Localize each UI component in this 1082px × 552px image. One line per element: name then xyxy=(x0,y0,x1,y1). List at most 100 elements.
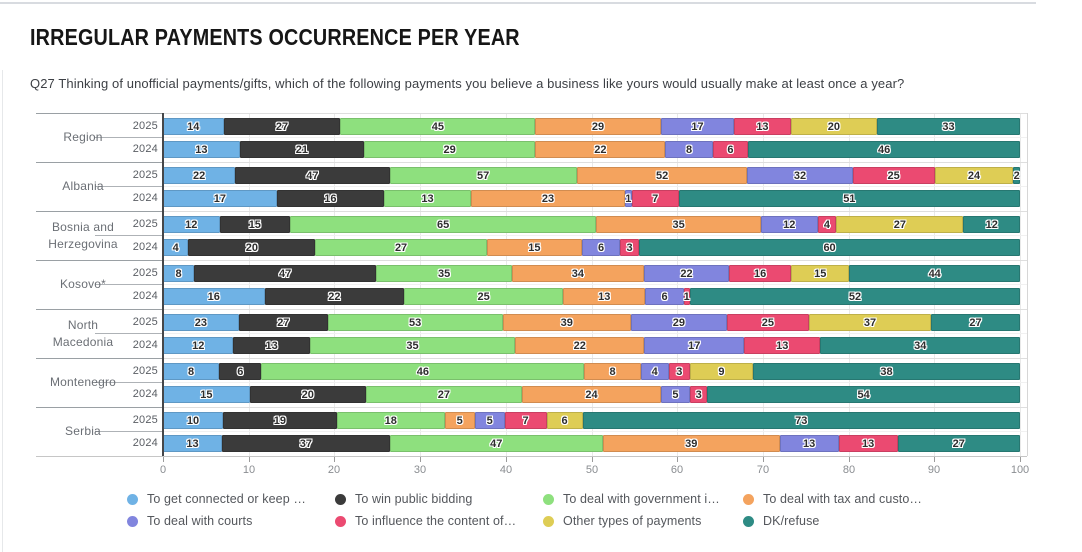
bar-segment[interactable]: 15 xyxy=(791,265,850,282)
bar-segment[interactable]: 54 xyxy=(707,386,1020,403)
bar-segment[interactable]: 22 xyxy=(535,141,666,158)
bar-segment[interactable]: 22 xyxy=(643,265,730,282)
bar-segment[interactable]: 44 xyxy=(849,265,1020,282)
bar-segment[interactable]: 18 xyxy=(336,412,445,429)
bar-segment[interactable]: 27 xyxy=(836,216,964,233)
bar-segment[interactable]: 21 xyxy=(239,141,364,158)
bar-segment[interactable]: 17 xyxy=(660,118,735,135)
bar-segment[interactable]: 27 xyxy=(897,435,1020,452)
bar-segment[interactable]: 35 xyxy=(309,337,516,354)
bar-segment[interactable]: 52 xyxy=(689,288,1021,305)
legend-item[interactable]: To influence the content of… xyxy=(335,513,516,529)
bar-segment[interactable]: 8 xyxy=(163,265,195,282)
bar-segment[interactable]: 24 xyxy=(934,167,1014,184)
bar-segment[interactable]: 46 xyxy=(261,363,585,380)
bar-segment[interactable]: 13 xyxy=(562,288,646,305)
bar-segment[interactable]: 4 xyxy=(163,239,189,256)
bar-segment[interactable]: 8 xyxy=(665,141,713,158)
bar-segment[interactable]: 53 xyxy=(327,314,503,331)
bar-segment[interactable]: 4 xyxy=(817,216,837,233)
bar-segment[interactable]: 15 xyxy=(163,386,250,403)
bar-segment[interactable]: 47 xyxy=(235,167,390,184)
bar-segment[interactable]: 12 xyxy=(163,337,234,354)
bar-segment[interactable]: 20 xyxy=(249,386,366,403)
legend-item[interactable]: To win public bidding xyxy=(335,491,472,507)
bar-segment[interactable]: 29 xyxy=(631,314,727,331)
bar-segment[interactable]: 23 xyxy=(471,190,625,207)
legend-item[interactable]: Other types of payments xyxy=(543,513,701,529)
legend-item[interactable]: To deal with government i… xyxy=(543,491,720,507)
bar-segment[interactable]: 25 xyxy=(852,167,935,184)
legend-item[interactable]: To get connected or keep … xyxy=(127,491,306,507)
bar-segment[interactable]: 39 xyxy=(602,435,780,452)
bar-segment[interactable]: 37 xyxy=(221,435,390,452)
bar-segment[interactable]: 14 xyxy=(163,118,224,135)
bar-segment[interactable]: 6 xyxy=(645,288,684,305)
bar-segment[interactable]: 5 xyxy=(444,412,475,429)
bar-segment[interactable]: 2 xyxy=(1013,167,1020,184)
bar-segment[interactable]: 7 xyxy=(631,190,679,207)
bar-segment[interactable]: 10 xyxy=(163,412,223,429)
bar-segment[interactable]: 16 xyxy=(729,265,792,282)
bar-segment[interactable]: 13 xyxy=(163,435,222,452)
bar-segment[interactable]: 27 xyxy=(365,386,523,403)
bar-segment[interactable]: 27 xyxy=(223,118,341,135)
bar-segment[interactable]: 9 xyxy=(689,363,754,380)
bar-segment[interactable]: 20 xyxy=(188,239,316,256)
bar-segment[interactable]: 34 xyxy=(820,337,1020,354)
bar-segment[interactable]: 20 xyxy=(790,118,878,135)
bar-segment[interactable]: 12 xyxy=(163,216,220,233)
bar-segment[interactable]: 1 xyxy=(625,190,632,207)
bar-segment[interactable]: 3 xyxy=(620,239,640,256)
bar-segment[interactable]: 22 xyxy=(163,167,236,184)
bar-segment[interactable]: 52 xyxy=(576,167,748,184)
bar-segment[interactable]: 16 xyxy=(163,288,265,305)
bar-segment[interactable]: 8 xyxy=(163,363,220,380)
bar-segment[interactable]: 39 xyxy=(502,314,632,331)
bar-segment[interactable]: 47 xyxy=(389,435,603,452)
bar-segment[interactable]: 34 xyxy=(512,265,644,282)
bar-segment[interactable]: 13 xyxy=(779,435,839,452)
bar-segment[interactable]: 29 xyxy=(363,141,536,158)
bar-segment[interactable]: 65 xyxy=(290,216,597,233)
bar-segment[interactable]: 46 xyxy=(748,141,1021,158)
bar-segment[interactable]: 22 xyxy=(264,288,405,305)
bar-segment[interactable]: 29 xyxy=(535,118,661,135)
bar-segment[interactable]: 47 xyxy=(194,265,377,282)
bar-segment[interactable]: 13 xyxy=(163,141,240,158)
bar-segment[interactable]: 3 xyxy=(668,363,690,380)
bar-segment[interactable]: 13 xyxy=(383,190,471,207)
bar-segment[interactable]: 25 xyxy=(404,288,563,305)
bar-segment[interactable]: 38 xyxy=(753,363,1020,380)
bar-segment[interactable]: 37 xyxy=(809,314,932,331)
bar-segment[interactable]: 25 xyxy=(726,314,810,331)
bar-segment[interactable]: 6 xyxy=(546,412,583,429)
bar-segment[interactable]: 8 xyxy=(584,363,641,380)
legend-item[interactable]: To deal with tax and custo… xyxy=(743,491,922,507)
bar-segment[interactable]: 45 xyxy=(340,118,536,135)
bar-segment[interactable]: 6 xyxy=(581,239,621,256)
bar-segment[interactable]: 6 xyxy=(712,141,749,158)
bar-segment[interactable]: 12 xyxy=(761,216,818,233)
bar-segment[interactable]: 13 xyxy=(744,337,821,354)
bar-segment[interactable]: 4 xyxy=(640,363,669,380)
bar-segment[interactable]: 7 xyxy=(504,412,547,429)
bar-segment[interactable]: 35 xyxy=(596,216,762,233)
legend-item[interactable]: DK/refuse xyxy=(743,513,819,529)
bar-segment[interactable]: 17 xyxy=(644,337,745,354)
bar-segment[interactable]: 27 xyxy=(238,314,328,331)
bar-segment[interactable]: 15 xyxy=(486,239,582,256)
bar-segment[interactable]: 27 xyxy=(931,314,1021,331)
bar-segment[interactable]: 22 xyxy=(515,337,645,354)
bar-segment[interactable]: 5 xyxy=(474,412,505,429)
bar-segment[interactable]: 16 xyxy=(276,190,384,207)
bar-segment[interactable]: 1 xyxy=(683,288,690,305)
bar-segment[interactable]: 17 xyxy=(163,190,277,207)
legend-item[interactable]: To deal with courts xyxy=(127,513,252,529)
bar-segment[interactable]: 32 xyxy=(747,167,853,184)
bar-segment[interactable]: 5 xyxy=(660,386,690,403)
bar-segment[interactable]: 3 xyxy=(689,386,708,403)
bar-segment[interactable]: 15 xyxy=(219,216,291,233)
bar-segment[interactable]: 6 xyxy=(219,363,262,380)
bar-segment[interactable]: 23 xyxy=(163,314,239,331)
